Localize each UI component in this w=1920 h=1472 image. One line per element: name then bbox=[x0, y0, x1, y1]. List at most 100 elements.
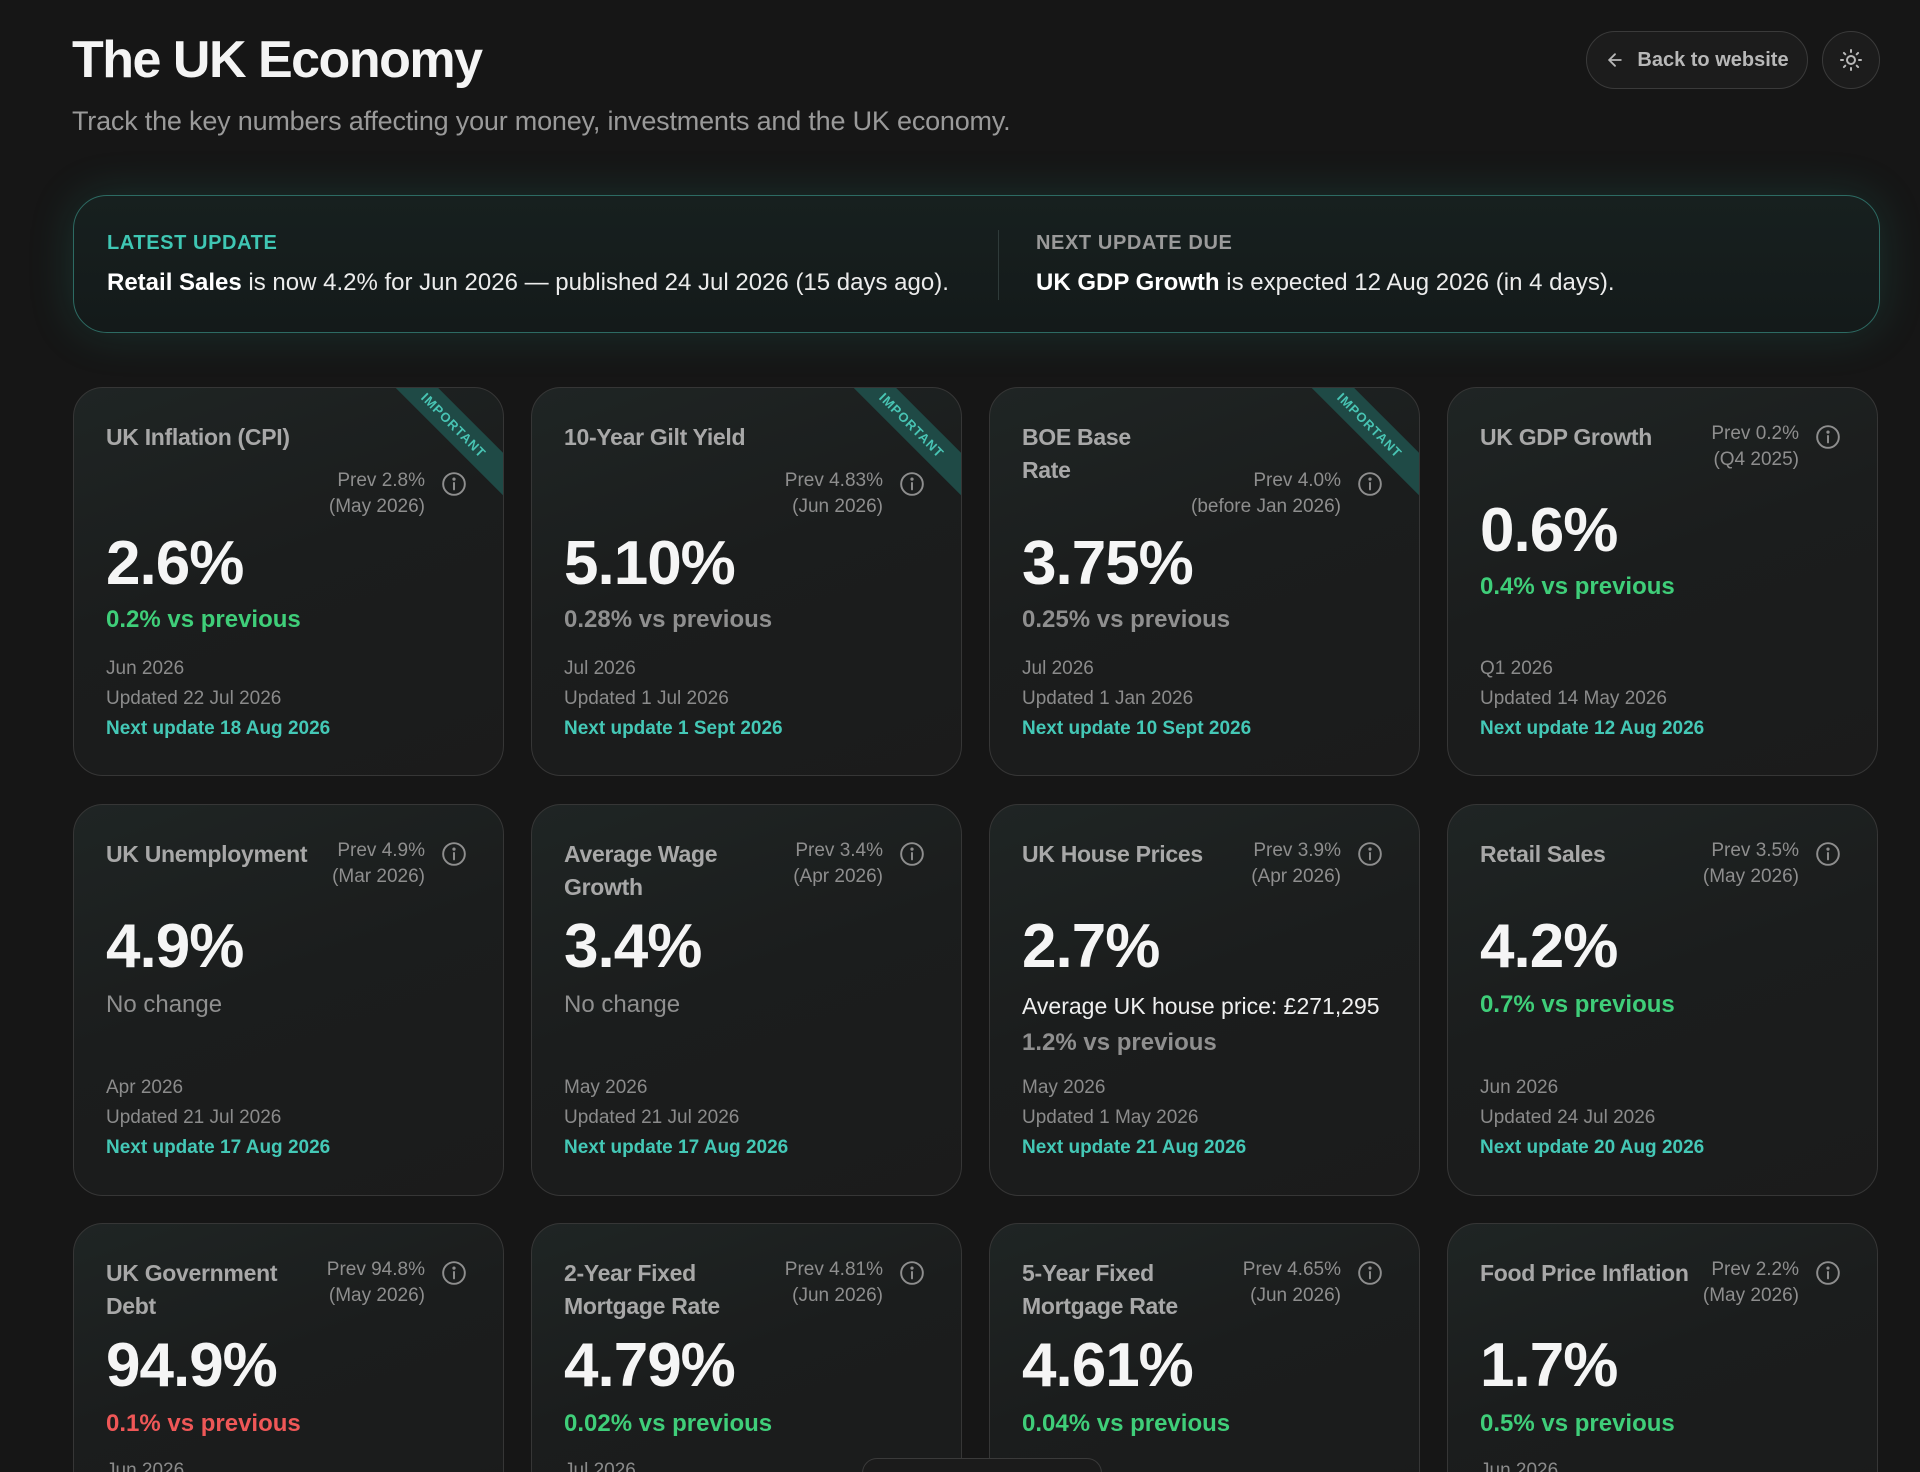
prev-value: Prev 94.8% (May 2026) bbox=[326, 1259, 425, 1306]
metric-value: 94.9% bbox=[106, 1331, 278, 1400]
change-indicator: No change bbox=[106, 991, 223, 1018]
next-update: Next update 1 Sept 2026 bbox=[564, 718, 783, 739]
prev-value: Prev 0.2% (Q4 2025) bbox=[1711, 423, 1799, 470]
metric-value: 1.7% bbox=[1480, 1331, 1618, 1400]
period: Apr 2026 bbox=[106, 1077, 184, 1098]
latest-update-metric: Retail Sales bbox=[107, 269, 242, 296]
next-update-detail: is expected 12 Aug 2026 (in 4 days). bbox=[1219, 269, 1615, 296]
prev-value: Prev 2.8% (May 2026) bbox=[328, 470, 425, 517]
card-title: UK Government Debt bbox=[106, 1260, 278, 1319]
updated-date: Updated 21 Jul 2026 bbox=[106, 1107, 282, 1128]
card-uk-house-prices[interactable]: UK House Prices Prev 3.9% (Apr 2026) 2.7%… bbox=[989, 804, 1420, 1196]
card-uk-unemployment[interactable]: UK Unemployment Prev 4.9% (Mar 2026) 4.9%… bbox=[73, 804, 504, 1196]
period: Q1 2026 bbox=[1480, 658, 1553, 679]
updated-date: Updated 14 May 2026 bbox=[1480, 688, 1667, 709]
metric-value: 2.6% bbox=[106, 529, 244, 598]
updated-date: Updated 21 Jul 2026 bbox=[564, 1107, 740, 1128]
info-icon[interactable] bbox=[1357, 841, 1383, 867]
change-indicator: 0.4% vs previous bbox=[1480, 573, 1675, 600]
period: Jun 2026 bbox=[1480, 1077, 1559, 1098]
info-icon[interactable] bbox=[1815, 841, 1841, 867]
metric-value: 4.61% bbox=[1022, 1331, 1194, 1400]
info-icon[interactable] bbox=[899, 471, 925, 497]
prev-value: Prev 4.9% (Mar 2026) bbox=[332, 840, 425, 887]
updated-date: Updated 1 Jan 2026 bbox=[1022, 688, 1194, 709]
card-meta: Jul 2026 bbox=[564, 1456, 636, 1472]
prev-value: Prev 4.81% (Jun 2026) bbox=[784, 1259, 883, 1306]
change-indicator: 0.25% vs previous bbox=[1022, 606, 1231, 633]
next-update: Next update 18 Aug 2026 bbox=[106, 718, 331, 739]
prev-value: Prev 3.4% (Apr 2026) bbox=[793, 840, 883, 887]
card-title: UK Inflation (CPI) bbox=[106, 424, 290, 450]
metric-value: 0.6% bbox=[1480, 496, 1618, 565]
card-food-price-inflation[interactable]: Food Price Inflation Prev 2.2% (May 2026)… bbox=[1447, 1223, 1878, 1472]
card-boe-base-rate[interactable]: IMPORTANT BOE Base Rate Prev 4.0% (before… bbox=[989, 387, 1420, 776]
prev-value: Prev 4.0% (before Jan 2026) bbox=[1191, 470, 1341, 517]
banner-divider bbox=[998, 230, 999, 300]
metric-value: 3.4% bbox=[564, 912, 702, 981]
prev-value: Prev 4.83% (Jun 2026) bbox=[784, 470, 883, 517]
card-uk-gdp-growth[interactable]: UK GDP Growth Prev 0.2% (Q4 2025) 0.6% 0.… bbox=[1447, 387, 1878, 776]
metric-value: 5.10% bbox=[564, 529, 736, 598]
update-banner: LATEST UPDATE Retail Sales is now 4.2% f… bbox=[73, 195, 1880, 333]
card-title: Retail Sales bbox=[1480, 841, 1606, 867]
next-update-metric: UK GDP Growth bbox=[1036, 269, 1220, 296]
card-meta: Jun 2026 bbox=[1480, 1456, 1558, 1472]
period: Jun 2026 bbox=[1480, 1460, 1559, 1472]
next-update: Next update 12 Aug 2026 bbox=[1480, 718, 1705, 739]
metric-value: 4.79% bbox=[564, 1331, 736, 1400]
period: Jun 2026 bbox=[106, 658, 185, 679]
info-icon[interactable] bbox=[1357, 471, 1383, 497]
back-to-website-button[interactable]: Back to website bbox=[1586, 31, 1808, 89]
card-title: Food Price Inflation bbox=[1480, 1260, 1689, 1286]
card-meta: Jun 2026 Updated 24 Jul 2026 Next update… bbox=[1480, 1073, 1704, 1163]
metric-value: 2.7% bbox=[1022, 912, 1160, 981]
card-meta: Jun 2026 Updated 22 Jul 2026 Next update… bbox=[106, 654, 330, 744]
next-update-due: NEXT UPDATE DUE UK GDP Growth is expecte… bbox=[1036, 232, 1614, 297]
card-retail-sales[interactable]: Retail Sales Prev 3.5% (May 2026) 4.2% 0.… bbox=[1447, 804, 1878, 1196]
card-meta: Q1 2026 Updated 14 May 2026 Next update … bbox=[1480, 654, 1704, 744]
card-meta: Apr 2026 Updated 21 Jul 2026 Next update… bbox=[106, 1073, 330, 1163]
card-title: UK Unemployment bbox=[106, 841, 308, 867]
floating-pill[interactable] bbox=[862, 1458, 1102, 1472]
info-icon[interactable] bbox=[1815, 424, 1841, 450]
sun-icon bbox=[1840, 49, 1862, 71]
info-icon[interactable] bbox=[899, 1260, 925, 1286]
card-title: 10-Year Gilt Yield bbox=[564, 424, 746, 450]
info-icon[interactable] bbox=[1815, 1260, 1841, 1286]
period: Jun 2026 bbox=[106, 1460, 185, 1472]
updated-date: Updated 1 May 2026 bbox=[1022, 1107, 1199, 1128]
latest-update-detail: is now 4.2% for Jun 2026 — published 24 … bbox=[241, 269, 949, 296]
info-icon[interactable] bbox=[441, 471, 467, 497]
info-icon[interactable] bbox=[1357, 1260, 1383, 1286]
period: May 2026 bbox=[1022, 1077, 1106, 1098]
period: Jul 2026 bbox=[564, 658, 636, 679]
card-uk-inflation[interactable]: IMPORTANT UK Inflation (CPI) Prev 2.8% (M… bbox=[73, 387, 504, 776]
updated-date: Updated 24 Jul 2026 bbox=[1480, 1107, 1656, 1128]
metric-value: 4.2% bbox=[1480, 912, 1618, 981]
page-title: The UK Economy bbox=[72, 31, 483, 89]
info-icon[interactable] bbox=[441, 1260, 467, 1286]
next-update: Next update 17 Aug 2026 bbox=[564, 1137, 789, 1158]
card-uk-government-debt[interactable]: UK Government Debt Prev 94.8% (May 2026) … bbox=[73, 1223, 504, 1472]
prev-value: Prev 4.65% (Jun 2026) bbox=[1242, 1259, 1341, 1306]
info-icon[interactable] bbox=[899, 841, 925, 867]
period: Jul 2026 bbox=[1022, 658, 1094, 679]
change-indicator: 0.7% vs previous bbox=[1480, 991, 1675, 1018]
card-average-wage-growth[interactable]: Average Wage Growth Prev 3.4% (Apr 2026) … bbox=[531, 804, 962, 1196]
card-2-year-fixed-mortgage[interactable]: 2-Year Fixed Mortgage Rate Prev 4.81% (Ju… bbox=[531, 1223, 962, 1472]
info-icon[interactable] bbox=[441, 841, 467, 867]
period: May 2026 bbox=[564, 1077, 648, 1098]
metric-value: 4.9% bbox=[106, 912, 244, 981]
page-subtitle: Track the key numbers affecting your mon… bbox=[72, 106, 1011, 136]
card-meta: May 2026 Updated 1 May 2026 Next update … bbox=[1022, 1073, 1246, 1163]
theme-toggle-button[interactable] bbox=[1822, 31, 1880, 89]
change-indicator: 0.02% vs previous bbox=[564, 1410, 773, 1437]
card-title: Average Wage Growth bbox=[564, 841, 718, 900]
card-5-year-fixed-mortgage[interactable]: 5-Year Fixed Mortgage Rate Prev 4.65% (Ju… bbox=[989, 1223, 1420, 1472]
prev-value: Prev 3.9% (Apr 2026) bbox=[1251, 840, 1341, 887]
card-gilt-yield[interactable]: IMPORTANT 10-Year Gilt Yield Prev 4.83%(… bbox=[531, 387, 962, 776]
next-update: Next update 20 Aug 2026 bbox=[1480, 1137, 1705, 1158]
latest-update: LATEST UPDATE Retail Sales is now 4.2% f… bbox=[107, 232, 949, 297]
